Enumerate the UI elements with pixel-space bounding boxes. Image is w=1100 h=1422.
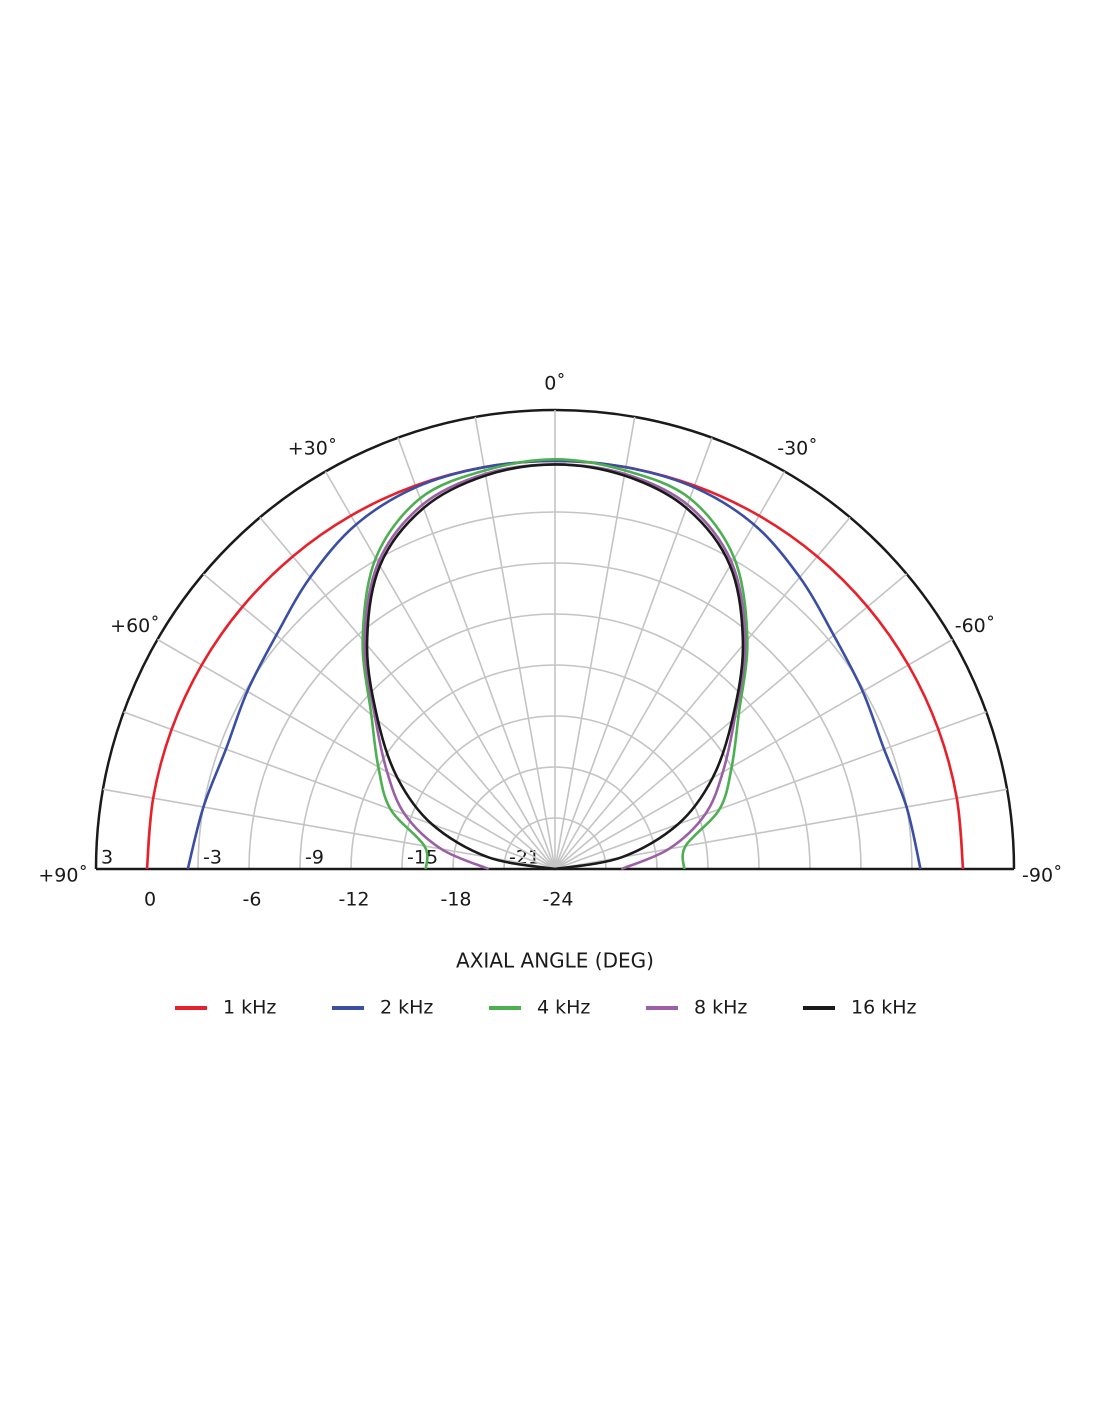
grid-spoke [397, 437, 556, 870]
theta-tick-label: +30˚ [288, 437, 338, 459]
grid-spoke [554, 437, 713, 870]
theta-tick-label: +90˚ [38, 865, 88, 887]
theta-tick-label: -30˚ [777, 437, 818, 459]
r-tick-label: 3 [101, 847, 113, 869]
grid-spoke [102, 788, 556, 870]
grid-spoke [554, 711, 987, 870]
r-tick-label: -12 [338, 889, 369, 911]
legend-label: 8 kHz [694, 997, 747, 1019]
r-tick-label: -3 [203, 847, 222, 869]
series-line [186, 459, 922, 870]
r-tick-label: -15 [407, 847, 438, 869]
series-line [365, 463, 745, 871]
grid-spoke [157, 638, 556, 870]
grid-spoke [554, 516, 851, 870]
legend-label: 1 kHz [223, 997, 276, 1019]
grid-spoke [324, 471, 556, 870]
legend-label: 2 kHz [380, 997, 433, 1019]
r-tick-label: -6 [243, 889, 262, 911]
legend-label: 16 kHz [851, 997, 917, 1019]
legend-label: 4 kHz [537, 997, 590, 1019]
grid-spoke [554, 638, 953, 870]
grid-spoke [554, 471, 786, 870]
grid-spoke [474, 416, 556, 870]
grid-spoke [123, 711, 556, 870]
grid-spoke [554, 788, 1008, 870]
r-tick-label: -18 [440, 889, 471, 911]
grid-spoke [259, 516, 556, 870]
r-tick-label: 0 [144, 889, 156, 911]
grid-spoke [554, 416, 636, 870]
theta-tick-label: +60˚ [110, 615, 160, 637]
r-tick-label: -9 [305, 847, 324, 869]
r-tick-label: -24 [542, 889, 573, 911]
theta-tick-label: 0˚ [544, 373, 566, 395]
theta-tick-label: -60˚ [955, 615, 996, 637]
series-line [361, 458, 749, 870]
axis-label: AXIAL ANGLE (DEG) [456, 949, 654, 973]
theta-tick-label: -90˚ [1022, 865, 1063, 887]
